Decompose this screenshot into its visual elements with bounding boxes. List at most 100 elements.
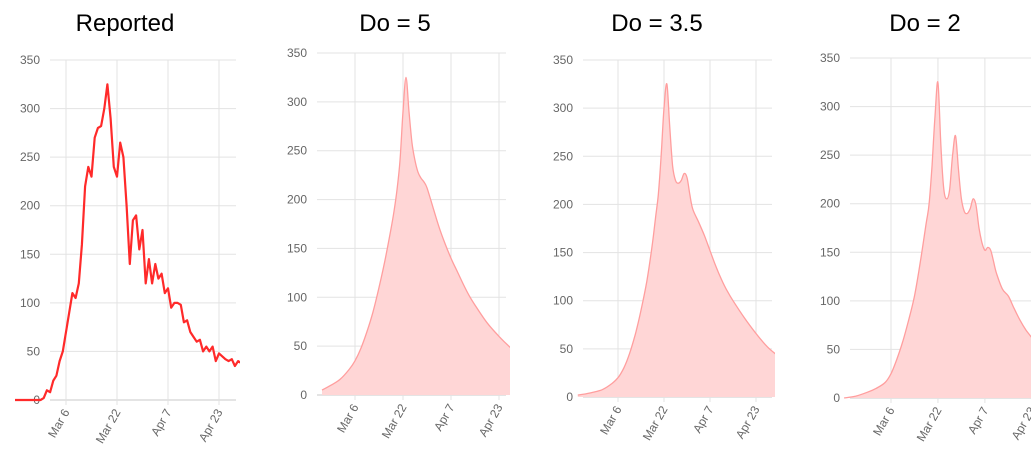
data-point	[91, 176, 92, 177]
y-tick-label: 150	[820, 245, 840, 259]
y-tick-label: 0	[300, 388, 307, 402]
data-point	[145, 283, 146, 284]
data-point	[952, 155, 953, 156]
data-point	[203, 351, 204, 352]
data-point	[212, 346, 213, 347]
data-point	[896, 359, 897, 360]
data-point	[767, 346, 768, 347]
data-point	[75, 297, 76, 298]
data-point	[405, 77, 406, 78]
y-tick-label: 300	[20, 102, 40, 116]
data-point	[238, 361, 239, 362]
data-point	[600, 390, 601, 391]
y-tick-label: 150	[553, 246, 573, 260]
data-point	[727, 291, 728, 292]
data-point	[978, 227, 979, 228]
data-point	[929, 203, 930, 204]
data-point	[116, 176, 117, 177]
data-point	[40, 399, 41, 400]
x-tick-label: Apr 7	[431, 401, 458, 433]
x-tick-label: Apr 7	[690, 403, 717, 435]
data-point	[218, 353, 219, 354]
y-tick-label: 50	[560, 342, 574, 356]
data-point	[689, 194, 690, 195]
x-tick-label: Mar 6	[45, 406, 73, 440]
data-point	[964, 211, 965, 212]
data-point	[180, 304, 181, 305]
data-point	[167, 288, 168, 289]
data-point	[1008, 295, 1009, 296]
data-point	[190, 331, 191, 332]
x-tick-label: Mar 22	[914, 404, 945, 444]
data-point	[932, 164, 933, 165]
data-point	[56, 375, 57, 376]
data-point	[709, 250, 710, 251]
data-point	[444, 243, 445, 244]
data-point	[867, 392, 868, 393]
data-point	[139, 249, 140, 250]
data-point	[104, 108, 105, 109]
data-point	[663, 108, 664, 109]
data-point	[1020, 320, 1021, 321]
y-tick-label: 100	[820, 294, 840, 308]
data-point	[411, 142, 412, 143]
data-point	[926, 223, 927, 224]
data-point	[961, 198, 962, 199]
data-point	[339, 379, 340, 380]
series-area	[844, 81, 1031, 398]
data-point	[231, 359, 232, 360]
data-point	[414, 160, 415, 161]
y-tick-label: 50	[294, 339, 308, 353]
data-point	[158, 278, 159, 279]
data-point	[408, 111, 409, 112]
data-point	[973, 198, 974, 199]
x-tick-label: Apr 23	[1009, 404, 1031, 442]
data-point	[206, 346, 207, 347]
y-tick-label: 100	[20, 296, 40, 310]
data-point	[844, 397, 845, 398]
data-point	[88, 166, 89, 167]
data-point	[423, 181, 424, 182]
data-point	[609, 385, 610, 386]
data-point	[958, 169, 959, 170]
data-point	[681, 180, 682, 181]
data-point	[420, 178, 421, 179]
data-point	[617, 377, 618, 378]
data-point	[81, 244, 82, 245]
data-point	[142, 229, 143, 230]
data-point	[885, 382, 886, 383]
chart-do-3-5: 0 50 100 150 200 250 300 350 Mar 6 Mar 22 Apr 7 Apr…	[553, 53, 775, 443]
data-point	[987, 247, 988, 248]
series-area	[577, 83, 775, 397]
data-point	[199, 339, 200, 340]
data-point	[107, 84, 108, 85]
data-point	[85, 186, 86, 187]
data-point	[148, 259, 149, 260]
data-point	[937, 82, 938, 83]
data-point	[675, 180, 676, 181]
data-point	[996, 273, 997, 274]
data-point	[692, 209, 693, 210]
data-point	[14, 399, 15, 400]
data-point	[228, 361, 229, 362]
y-tick-label: 150	[287, 241, 307, 255]
data-point	[666, 84, 667, 85]
data-point	[209, 351, 210, 352]
data-point	[155, 263, 156, 264]
data-point	[234, 365, 235, 366]
y-tick-label: 300	[553, 101, 573, 115]
y-tick-label: 350	[820, 51, 840, 65]
x-tick-label: Apr 7	[148, 406, 175, 438]
data-point	[970, 208, 971, 209]
data-point	[120, 142, 121, 143]
y-tick-label: 50	[827, 342, 841, 356]
series-line	[577, 83, 775, 396]
series-line	[15, 83, 240, 402]
data-point	[438, 226, 439, 227]
data-point	[732, 300, 733, 301]
data-point	[110, 118, 111, 119]
data-point	[399, 160, 400, 161]
data-point	[646, 281, 647, 282]
data-point	[390, 228, 391, 229]
